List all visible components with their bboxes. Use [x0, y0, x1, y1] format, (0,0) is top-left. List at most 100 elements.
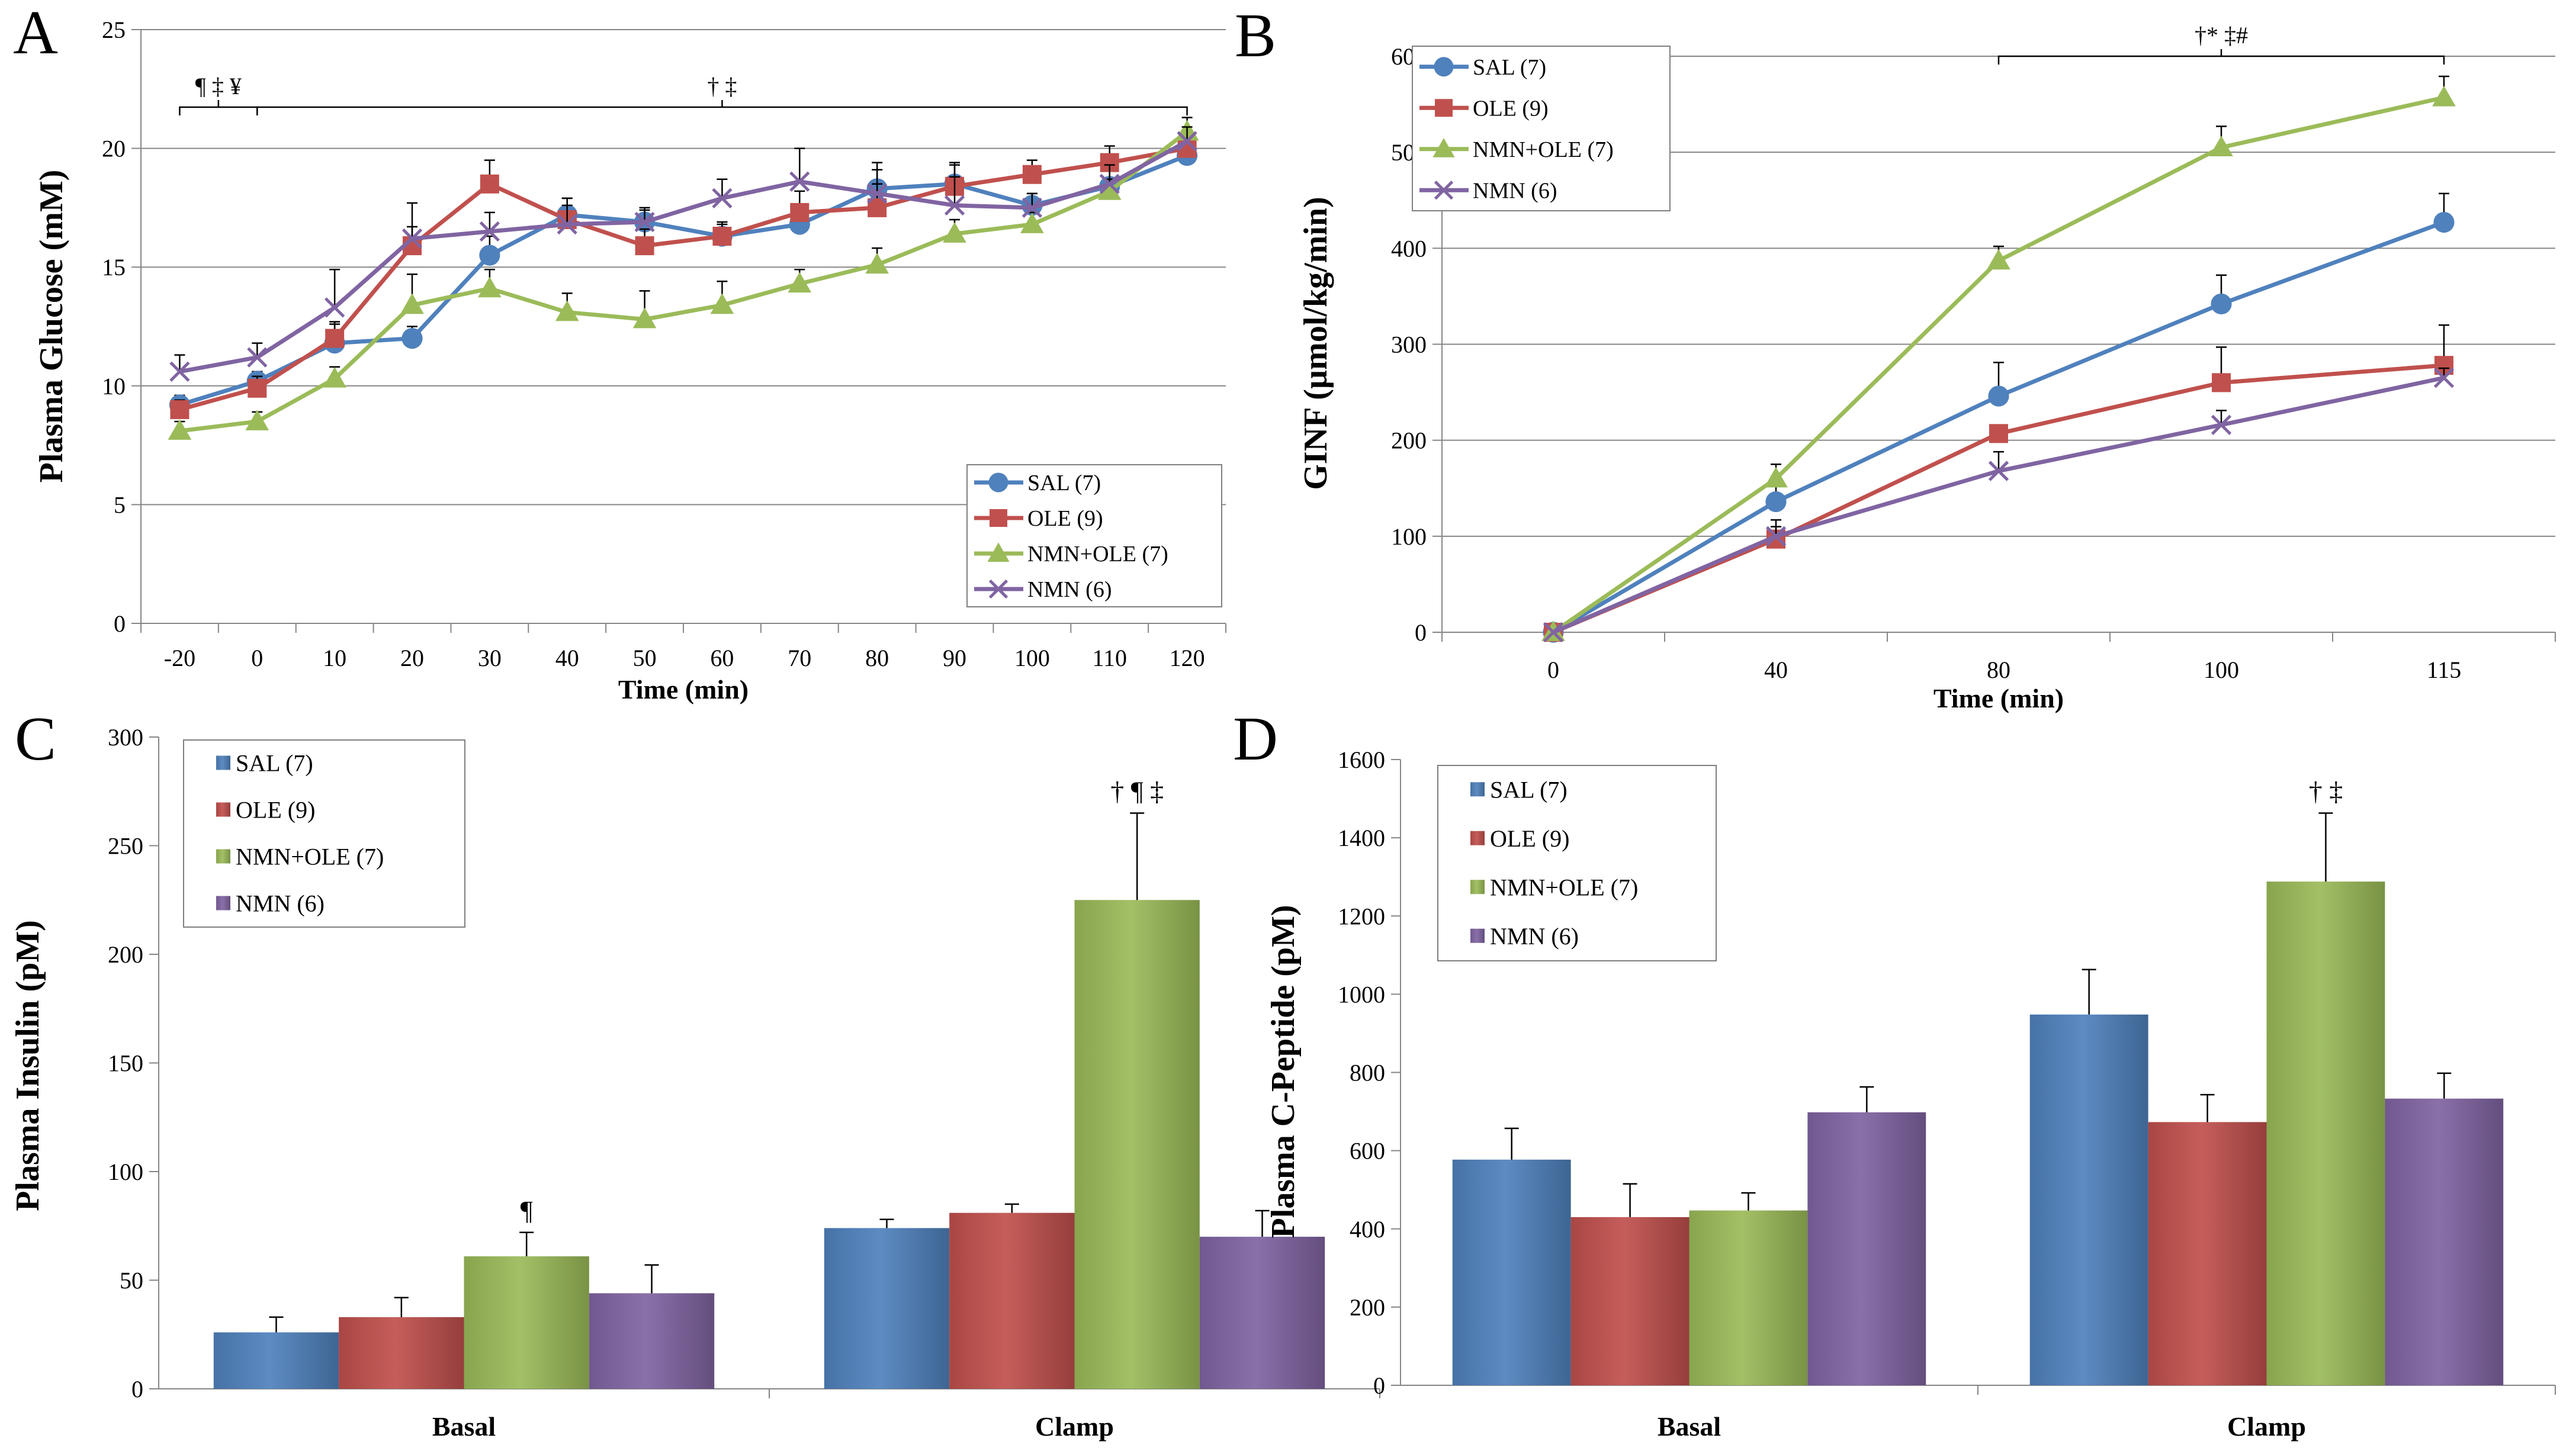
data-point	[988, 472, 1008, 493]
data-point	[867, 183, 888, 204]
legend-item: SAL (7)	[1419, 55, 1546, 80]
x-axis-title: Time (min)	[618, 674, 749, 704]
bar	[949, 1212, 1075, 1389]
significance-bracket: †* ‡#	[1997, 22, 2445, 65]
data-point	[1765, 526, 1787, 546]
bracket-line	[179, 100, 258, 115]
data-point	[1022, 165, 1042, 184]
data-point	[1989, 424, 2008, 443]
x-tick-label: -20	[164, 645, 195, 671]
data-point	[325, 297, 345, 318]
y-tick-label: 0	[114, 610, 126, 637]
data-point	[635, 236, 654, 256]
series-SAL	[1452, 969, 2148, 1385]
series-NMN_OLE	[464, 812, 1200, 1389]
y-tick-label: 200	[108, 941, 143, 968]
data-point	[987, 542, 1010, 562]
legend-label: SAL (7)	[1473, 55, 1546, 80]
series-OLE	[170, 136, 1197, 419]
y-tick-label: 20	[102, 136, 126, 162]
bar	[2148, 1122, 2267, 1385]
x-tick-label: Basal	[432, 1411, 496, 1442]
y-axis-title: Plasma Glucose (mM)	[33, 170, 70, 483]
legend-item: NMN (6)	[1470, 923, 1579, 950]
data-point	[865, 253, 889, 274]
data-point	[2209, 136, 2233, 156]
data-point	[1434, 181, 1454, 200]
legend-swatch	[1470, 782, 1485, 797]
data-point	[1765, 491, 1787, 513]
data-point	[557, 214, 577, 235]
significance-label: †* ‡#	[2195, 22, 2248, 49]
y-tick-label: 200	[1391, 427, 1427, 454]
data-point	[325, 329, 345, 348]
data-point	[169, 361, 190, 382]
x-tick-label: 80	[865, 645, 889, 671]
legend-label: NMN (6)	[236, 890, 325, 917]
data-point	[479, 244, 500, 266]
y-tick-label: 600	[1350, 1138, 1385, 1164]
series-NMN	[589, 1209, 1325, 1389]
x-tick-label: 100	[1014, 645, 1050, 671]
data-point	[170, 400, 189, 419]
series-NMN_OLE	[168, 117, 1199, 440]
y-axis-title: Plasma C-Peptide (pM)	[1265, 905, 1302, 1238]
legend-label: NMN+OLE (7)	[1490, 874, 1638, 900]
x-axis-title: Time (min)	[1933, 683, 2064, 713]
legend-box	[1437, 765, 1717, 961]
data-point	[248, 378, 267, 398]
y-tick-label: 100	[1391, 523, 1427, 550]
series-line	[1552, 375, 2445, 635]
y-tick-label: 10	[102, 373, 126, 400]
y-tick-label: 0	[1415, 619, 1427, 646]
y-tick-label: 150	[108, 1050, 143, 1077]
bar	[1074, 900, 1200, 1389]
data-point	[712, 227, 732, 246]
bar	[2266, 881, 2385, 1385]
data-point	[2432, 85, 2456, 107]
y-tick-label: 5	[114, 491, 126, 518]
x-tick-label: 80	[1987, 657, 2010, 683]
y-tick-label: 300	[1391, 332, 1427, 358]
data-point	[168, 419, 192, 440]
data-point	[247, 347, 268, 368]
legend-label: SAL (7)	[236, 750, 313, 777]
legend-item: NMN (6)	[974, 577, 1112, 602]
x-tick-label: Clamp	[1035, 1411, 1114, 1442]
data-point	[988, 579, 1008, 599]
x-tick-label: 0	[251, 645, 263, 671]
legend-swatch	[216, 755, 230, 770]
panel-label: D	[1233, 704, 1278, 773]
data-point	[990, 509, 1007, 527]
legend: SAL (7) OLE (9) NMN+OLE (7) NMN (6)	[183, 739, 465, 928]
data-point	[790, 202, 810, 222]
legend-item: OLE (9)	[1470, 825, 1569, 852]
legend-label: OLE (9)	[236, 797, 315, 823]
data-point	[632, 307, 657, 329]
bracket-line	[1997, 49, 2445, 65]
y-tick-label: 300	[108, 724, 143, 751]
bar	[2385, 1098, 2504, 1385]
y-tick-label: 100	[108, 1159, 143, 1185]
legend-label: OLE (9)	[1490, 825, 1569, 852]
x-tick-label: Basal	[1658, 1411, 1721, 1442]
bar	[1452, 1159, 1571, 1385]
x-tick-label: 30	[478, 645, 502, 671]
y-tick-label: 800	[1350, 1060, 1385, 1086]
x-tick-label: 70	[788, 645, 811, 671]
legend-label: OLE (9)	[1027, 506, 1103, 531]
y-tick-label: 1600	[1338, 747, 1385, 773]
legend-item: NMN (6)	[1419, 178, 1557, 203]
data-point	[788, 272, 812, 293]
chart-panel-A: A 0 5 10 15 20 25 -20 0 10 20 30 40 50 60 70 80 90 100 110 1…	[13, 0, 1226, 704]
x-tick-label: 100	[2204, 657, 2239, 683]
y-tick-label: 400	[1391, 235, 1427, 262]
data-point	[1020, 213, 1044, 233]
data-point	[402, 228, 423, 249]
y-tick-label: 1000	[1338, 981, 1385, 1008]
y-tick-label: 50	[120, 1267, 143, 1294]
data-point	[1988, 385, 2009, 407]
series-line	[179, 153, 1188, 407]
data-point	[789, 171, 810, 192]
